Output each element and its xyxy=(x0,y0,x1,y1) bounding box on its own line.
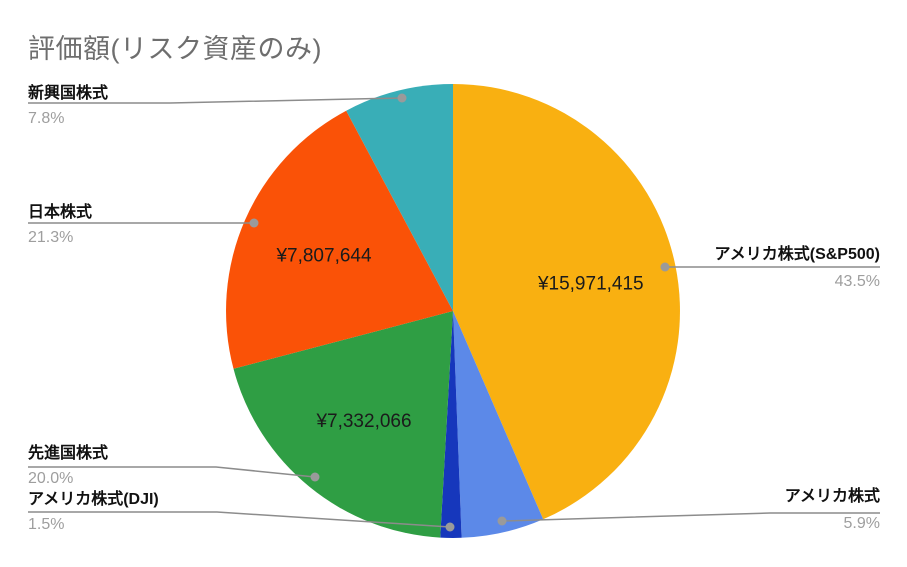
pie-slice-3[interactable] xyxy=(233,311,454,538)
slice-value-labels: ¥15,971,415 ¥7,332,066 ¥7,807,644 xyxy=(275,246,643,432)
callout-us-dji: アメリカ株式(DJI) 1.5% xyxy=(28,490,159,534)
leader-dot-us-stocks xyxy=(497,516,507,526)
slice-label-developed-markets: 先進国株式 xyxy=(28,445,109,462)
leader-dot-us-sp500 xyxy=(660,262,670,272)
pie-slice-0[interactable] xyxy=(453,84,680,520)
slice-percent-emerging-markets: 7.8% xyxy=(28,110,65,127)
slice-value-label-0: ¥15,971,415 xyxy=(537,274,644,295)
slice-percent-us-sp500: 43.5% xyxy=(834,273,880,290)
callout-leader-lines xyxy=(28,93,880,532)
slice-label-us-stocks: アメリカ株式 xyxy=(784,488,880,505)
slice-label-us-sp500: アメリカ株式(S&P500) xyxy=(714,246,880,263)
slice-value-label-3: ¥7,332,066 xyxy=(315,411,411,432)
pie-slices xyxy=(226,84,680,538)
leader-dot-emerging-markets xyxy=(397,93,407,103)
leader-line-us-dji xyxy=(28,511,451,528)
slice-percent-developed-markets: 20.0% xyxy=(28,470,74,487)
callout-us-stocks: アメリカ株式 5.9% xyxy=(785,487,880,533)
leader-line-developed-markets xyxy=(28,466,316,478)
leader-dot-japan-stocks xyxy=(249,218,259,228)
slice-percent-us-stocks: 5.9% xyxy=(843,515,880,532)
pie-slice-1[interactable] xyxy=(453,311,544,538)
chart-title: 評価額(リスク資産のみ) xyxy=(28,34,322,64)
pie-slice-5[interactable] xyxy=(346,84,453,311)
slice-percent-japan-stocks: 21.3% xyxy=(28,229,74,246)
leader-line-emerging-markets xyxy=(28,97,403,104)
callout-emerging-markets: 新興国株式 7.8% xyxy=(28,84,108,128)
callout-us-sp500: アメリカ株式(S&P500) 43.5% xyxy=(715,245,880,291)
slice-value-label-4: ¥7,807,644 xyxy=(275,246,372,267)
leader-line-us-stocks xyxy=(501,512,880,522)
slice-label-us-dji: アメリカ株式(DJI) xyxy=(28,491,159,508)
callout-developed-markets: 先進国株式 20.0% xyxy=(28,444,108,488)
leader-dot-developed-markets xyxy=(310,472,320,482)
callout-japan-stocks: 日本株式 21.3% xyxy=(28,203,92,247)
slice-label-japan-stocks: 日本株式 xyxy=(28,204,93,221)
leader-dot-us-dji xyxy=(445,522,455,532)
pie-slice-2[interactable] xyxy=(440,311,462,538)
pie-slice-4[interactable] xyxy=(226,110,453,369)
slice-label-emerging-markets: 新興国株式 xyxy=(28,85,109,102)
slice-percent-us-dji: 1.5% xyxy=(28,516,65,533)
